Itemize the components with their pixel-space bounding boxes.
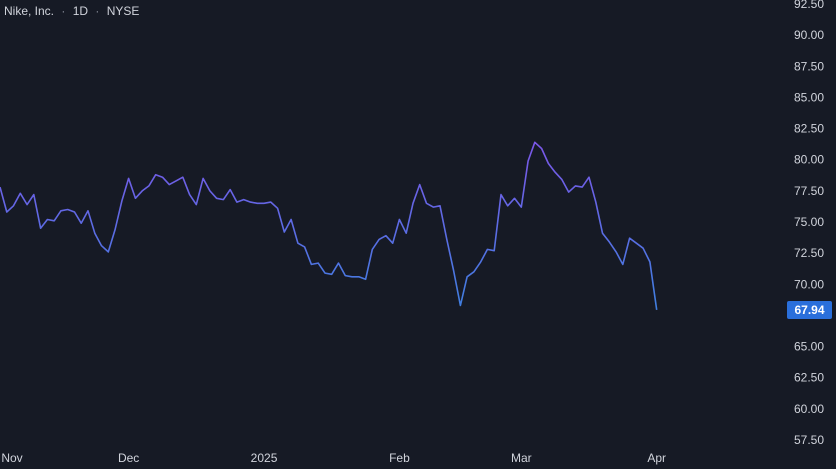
time-tick-label: Apr [647, 451, 666, 465]
price-series-line [0, 141, 658, 311]
price-tick-label: 77.50 [794, 184, 824, 198]
price-tick-label: 85.00 [794, 90, 824, 104]
last-price-label: 67.94 [794, 303, 824, 317]
time-axis[interactable]: Nov Dec 2025 Feb Mar Apr [1, 451, 666, 465]
legend-separator: · [61, 4, 66, 18]
time-tick-label: Nov [1, 451, 22, 465]
time-tick-label: Feb [389, 451, 410, 465]
time-tick-label: 2025 [251, 451, 278, 465]
price-tick-label: 75.00 [794, 215, 824, 229]
time-tick-label: Mar [511, 451, 532, 465]
last-price-marker: 67.94 [787, 300, 832, 319]
price-tick-label: 70.00 [794, 277, 824, 291]
last-price-badge [787, 300, 832, 319]
exchange-label: NYSE [106, 4, 140, 18]
price-tick-label: 80.00 [794, 153, 824, 167]
symbol-name: Nike, Inc. [4, 4, 55, 18]
price-tick-label: 82.50 [794, 122, 824, 136]
price-tick-label: 60.00 [794, 402, 824, 416]
price-tick-label: 90.00 [794, 28, 824, 42]
price-tick-label: 62.50 [794, 371, 824, 385]
time-tick-label: Dec [118, 451, 139, 465]
price-tick-label: 72.50 [794, 246, 824, 260]
price-axis[interactable]: 57.50 60.00 62.50 65.00 70.00 72.50 75.00 77.50… [794, 0, 824, 447]
symbol-legend[interactable]: Nike, Inc. · 1D · NYSE [4, 4, 139, 18]
interval-label: 1D [72, 4, 89, 18]
price-tick-label: 87.50 [794, 59, 824, 73]
price-tick-label: 65.00 [794, 340, 824, 354]
price-tick-label: 92.50 [794, 0, 824, 11]
legend-separator: · [95, 4, 100, 18]
price-tick-label: 57.50 [794, 433, 824, 447]
